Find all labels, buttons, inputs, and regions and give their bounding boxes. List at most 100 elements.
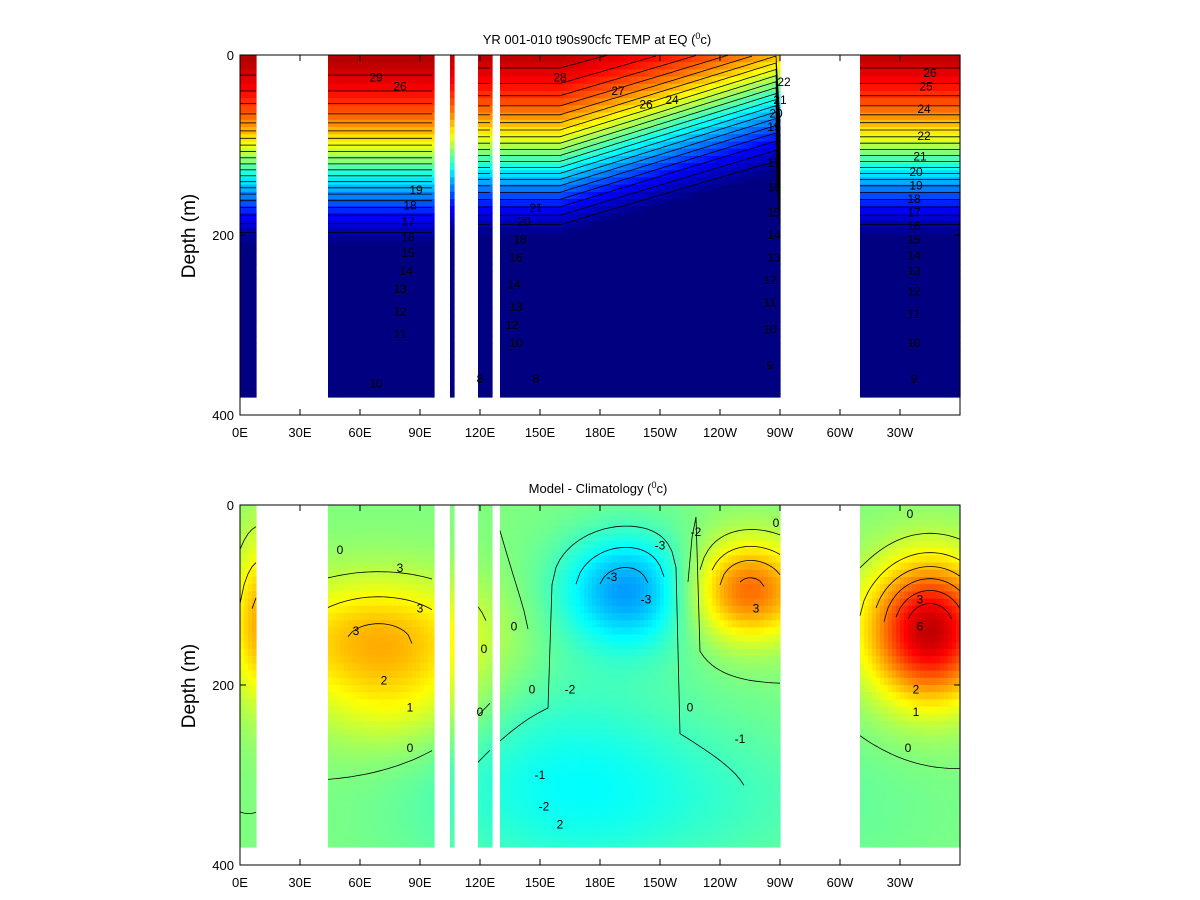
- field-cell: [724, 307, 729, 315]
- field-cell: [712, 393, 717, 398]
- field-cell: [328, 379, 333, 387]
- field-cell: [612, 83, 617, 92]
- field-cell: [432, 299, 435, 308]
- field-cell: [532, 177, 537, 186]
- field-cell: [424, 271, 429, 279]
- field-cell: [544, 393, 549, 398]
- field-cell: [332, 55, 337, 63]
- field-cell: [372, 299, 377, 308]
- field-cell: [560, 271, 565, 279]
- field-cell: [744, 314, 749, 322]
- field-cell: [620, 242, 625, 250]
- field-cell: [328, 163, 333, 171]
- field-cell: [672, 256, 677, 265]
- field-cell: [648, 386, 653, 394]
- field-cell: [560, 62, 565, 70]
- field-cell: [588, 112, 593, 121]
- field-cell: [668, 177, 673, 186]
- field-cell: [528, 285, 533, 294]
- field-cell: [482, 170, 487, 178]
- field-cell: [344, 357, 349, 366]
- field-cell: [588, 199, 593, 207]
- field-cell: [512, 91, 517, 99]
- field-cell: [708, 134, 713, 142]
- field-cell: [744, 227, 749, 236]
- field-cell: [612, 62, 617, 70]
- field-cell: [624, 220, 629, 229]
- field-cell: [596, 285, 601, 294]
- field-cell: [512, 76, 517, 85]
- field-cell: [644, 83, 649, 92]
- field-cell: [624, 184, 629, 193]
- field-cell: [556, 127, 561, 135]
- field-cell: [596, 321, 601, 330]
- field-cell: [624, 328, 629, 337]
- field-cell: [528, 199, 533, 207]
- field-cell: [500, 263, 505, 272]
- field-cell: [450, 314, 455, 322]
- field-cell: [548, 148, 553, 157]
- field-cell: [408, 357, 413, 366]
- field-cell: [620, 271, 625, 279]
- field-cell: [508, 263, 513, 272]
- field-cell: [556, 307, 561, 315]
- field-cell: [576, 386, 581, 394]
- field-cell: [416, 299, 421, 308]
- field-cell: [408, 242, 413, 250]
- field-cell: [676, 220, 681, 229]
- field-cell: [332, 76, 337, 85]
- field-cell: [596, 83, 601, 92]
- field-cell: [580, 343, 585, 351]
- field-cell: [408, 386, 413, 394]
- field-cell: [364, 148, 369, 157]
- field-cell: [616, 364, 621, 373]
- field-cell: [760, 242, 765, 250]
- field-cell: [504, 55, 509, 63]
- field-cell: [704, 343, 709, 351]
- field-cell: [548, 76, 553, 85]
- field-cell: [528, 350, 533, 358]
- field-cell: [248, 263, 253, 272]
- field-cell: [528, 62, 533, 70]
- field-cell: [596, 307, 601, 315]
- field-cell: [532, 83, 537, 92]
- field-cell: [248, 105, 253, 114]
- field-cell: [620, 371, 625, 380]
- field-cell: [652, 112, 657, 121]
- field-cell: [676, 55, 681, 63]
- field-cell: [252, 249, 257, 258]
- field-cell: [524, 242, 529, 250]
- field-cell: [392, 242, 397, 250]
- field-cell: [424, 213, 429, 222]
- field-cell: [700, 220, 705, 229]
- field-cell: [716, 285, 721, 294]
- field-cell: [544, 134, 549, 142]
- field-cell: [500, 91, 505, 99]
- field-cell: [608, 350, 613, 358]
- field-cell: [748, 55, 753, 63]
- field-cell: [412, 350, 417, 358]
- field-cell: [588, 278, 593, 286]
- field-cell: [356, 379, 361, 387]
- field-cell: [596, 55, 601, 63]
- field-cell: [556, 163, 561, 171]
- field-cell: [680, 69, 685, 78]
- field-cell: [692, 83, 697, 92]
- field-cell: [764, 91, 769, 99]
- field-cell: [612, 184, 617, 193]
- field-cell: [478, 292, 483, 301]
- field-cell: [632, 364, 637, 373]
- field-cell: [540, 127, 545, 135]
- field-cell: [572, 263, 577, 272]
- field-cell: [548, 83, 553, 92]
- field-cell: [490, 292, 493, 301]
- field-cell: [532, 184, 537, 193]
- field-cell: [608, 379, 613, 387]
- field-cell: [524, 350, 529, 358]
- field-cell: [596, 299, 601, 308]
- field-cell: [600, 256, 605, 265]
- field-cell: [340, 213, 345, 222]
- field-cell: [392, 371, 397, 380]
- field-cell: [328, 206, 333, 214]
- field-cell: [356, 307, 361, 315]
